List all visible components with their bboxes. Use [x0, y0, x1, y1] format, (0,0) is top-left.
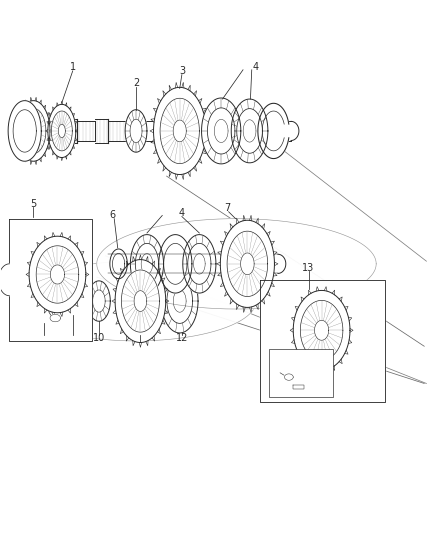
Text: 9: 9 — [70, 333, 76, 343]
Polygon shape — [134, 290, 147, 311]
Polygon shape — [10, 126, 25, 136]
Polygon shape — [51, 111, 72, 151]
Polygon shape — [291, 122, 299, 141]
Polygon shape — [300, 301, 343, 360]
Polygon shape — [65, 286, 81, 316]
Polygon shape — [25, 119, 77, 143]
Polygon shape — [240, 253, 254, 274]
Polygon shape — [293, 290, 350, 370]
Text: 1: 1 — [70, 62, 76, 72]
Polygon shape — [95, 119, 108, 143]
Polygon shape — [29, 236, 86, 313]
Text: 4: 4 — [253, 62, 259, 72]
Polygon shape — [278, 254, 286, 273]
Polygon shape — [8, 101, 41, 161]
Polygon shape — [173, 120, 186, 142]
Polygon shape — [77, 122, 95, 141]
Polygon shape — [153, 87, 206, 174]
Polygon shape — [201, 98, 241, 164]
Polygon shape — [48, 104, 76, 158]
Polygon shape — [108, 122, 130, 141]
Text: 11: 11 — [134, 333, 147, 343]
Polygon shape — [227, 231, 268, 296]
Polygon shape — [21, 108, 46, 154]
Polygon shape — [258, 103, 289, 159]
Text: 6: 6 — [109, 211, 115, 221]
Polygon shape — [0, 264, 10, 296]
Polygon shape — [261, 280, 385, 402]
Polygon shape — [115, 260, 166, 343]
Text: 4: 4 — [179, 208, 185, 219]
Polygon shape — [110, 249, 127, 279]
Polygon shape — [16, 261, 256, 341]
Text: 12: 12 — [176, 333, 188, 343]
Polygon shape — [314, 320, 328, 340]
Polygon shape — [160, 98, 199, 164]
Text: 3: 3 — [179, 66, 185, 76]
Polygon shape — [220, 220, 275, 308]
Text: 5: 5 — [30, 199, 36, 209]
Bar — [269, 349, 332, 397]
Polygon shape — [161, 269, 198, 333]
Text: 13: 13 — [302, 263, 314, 272]
Polygon shape — [10, 219, 92, 341]
Polygon shape — [231, 99, 268, 163]
Polygon shape — [88, 281, 110, 321]
Polygon shape — [159, 235, 192, 293]
Polygon shape — [121, 270, 159, 332]
Polygon shape — [50, 314, 60, 322]
Polygon shape — [97, 219, 376, 309]
Polygon shape — [285, 374, 293, 380]
Polygon shape — [125, 110, 147, 152]
Polygon shape — [183, 235, 216, 293]
Polygon shape — [17, 101, 50, 161]
Text: 2: 2 — [133, 78, 139, 88]
Text: 10: 10 — [93, 333, 105, 343]
Polygon shape — [58, 124, 65, 138]
Text: 7: 7 — [225, 203, 231, 213]
Polygon shape — [29, 123, 38, 139]
Polygon shape — [50, 265, 64, 284]
Polygon shape — [131, 235, 163, 293]
Polygon shape — [293, 384, 304, 389]
Polygon shape — [32, 279, 57, 324]
Text: 8: 8 — [41, 333, 47, 343]
Polygon shape — [130, 119, 141, 143]
Polygon shape — [36, 246, 79, 303]
